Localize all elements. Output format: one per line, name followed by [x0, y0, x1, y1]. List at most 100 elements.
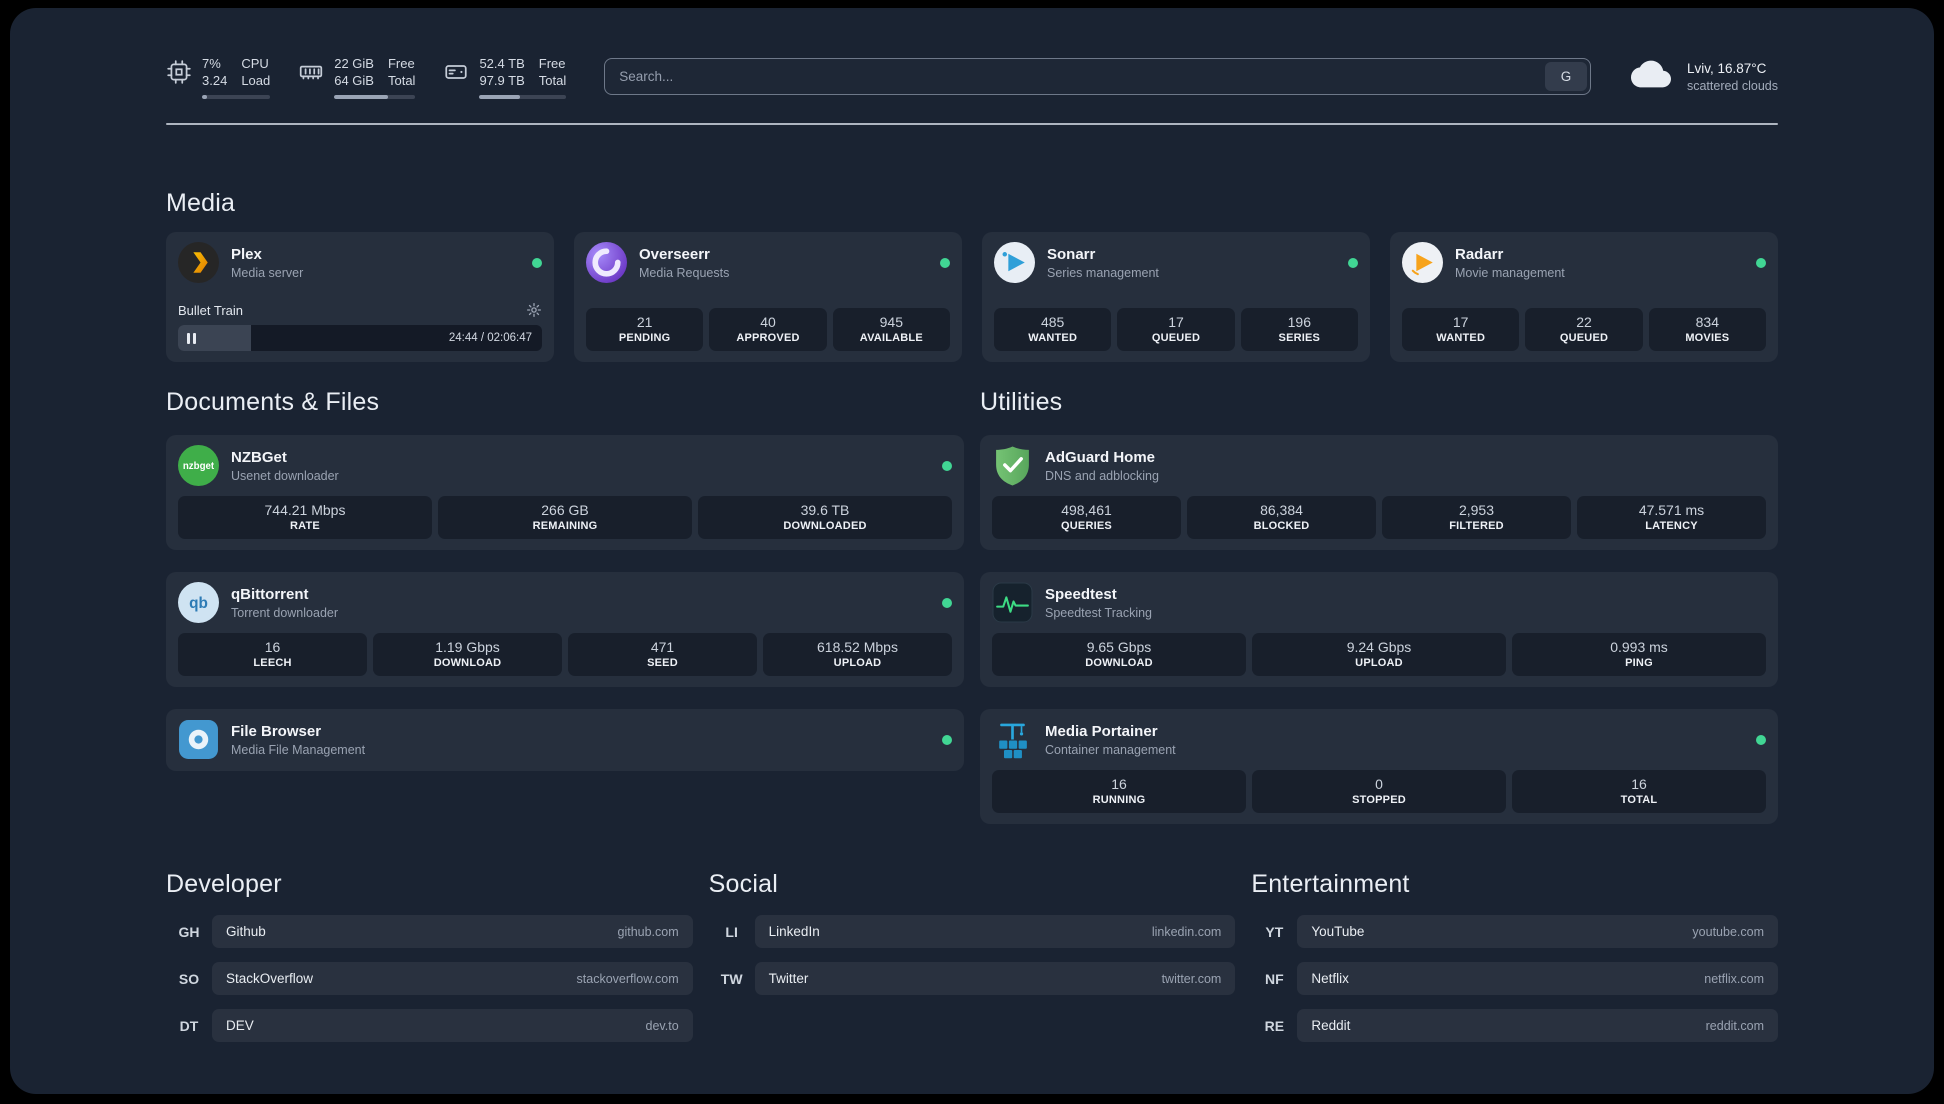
memory-icon [298, 59, 324, 85]
svg-text:qb: qb [189, 595, 208, 612]
bookmark-domain: github.com [617, 924, 679, 939]
bookmark-group-developer: Developer GH Github github.com SO [166, 870, 693, 1042]
search-input[interactable] [604, 58, 1591, 95]
stat-value: 9.65 Gbps [1086, 639, 1152, 655]
status-dot [1756, 257, 1766, 268]
bookmark-netflix[interactable]: NF Netflix netflix.com [1251, 962, 1778, 995]
stat-value: 485 [1040, 314, 1065, 330]
stat-tile: 9.24 Gbps UPLOAD [1252, 633, 1506, 676]
stat-value: 834 [1695, 314, 1719, 330]
search-provider-button[interactable]: G [1544, 62, 1587, 91]
bookmark-abbr: SO [178, 970, 200, 987]
stat-value: 471 [650, 639, 675, 655]
qbittorrent-icon: qb [178, 582, 219, 623]
bookmark-abbr: LI [725, 923, 738, 940]
service-link-filebrowser[interactable]: File Browser Media File Management [178, 719, 952, 760]
stat-tile: 17 QUEUED [1117, 308, 1235, 351]
header-divider [166, 123, 1778, 125]
section-utilities: Utilities [980, 388, 1778, 824]
status-dot [942, 597, 952, 608]
stat-label: UPLOAD [1355, 657, 1403, 669]
service-card-plex: Plex Media server Bullet Train [166, 232, 554, 362]
top-bar: 7% 3.24 CPU Load [166, 54, 1778, 99]
svg-text:nzbget: nzbget [183, 461, 215, 472]
stat-tile: 196 SERIES [1240, 308, 1358, 351]
section-title-media: Media [166, 189, 236, 217]
disk-progress-fill [479, 94, 521, 99]
stat-label: PENDING [618, 332, 671, 344]
status-dot [532, 257, 542, 268]
disk-value-free: 52.4 TB [479, 55, 525, 71]
service-link-speedtest[interactable]: Speedtest Speedtest Tracking [992, 582, 1766, 623]
pause-icon[interactable] [187, 332, 196, 344]
stat-value: 196 [1287, 314, 1311, 330]
bookmark-linkedin[interactable]: LI LinkedIn linkedin.com [709, 915, 1236, 948]
stat-tile: 16 LEECH [178, 633, 367, 676]
bookmark-github[interactable]: GH Github github.com [166, 915, 693, 948]
stat-value: 17 [1452, 314, 1469, 330]
bookmark-domain: dev.to [645, 1018, 679, 1033]
bookmark-name: Github [226, 924, 266, 939]
stat-value: 1.19 Gbps [435, 639, 500, 655]
service-link-portainer[interactable]: Media Portainer Container management [992, 719, 1766, 760]
weather-location: Lviv, 16.87°C [1686, 60, 1767, 76]
service-name: Radarr [1455, 245, 1504, 263]
stat-value: 945 [879, 314, 903, 330]
bookmark-stackoverflow[interactable]: SO StackOverflow stackoverflow.com [166, 962, 693, 995]
stat-label: MOVIES [1685, 332, 1730, 344]
service-card-nzbget: nzbget NZBGet Usenet downloader [166, 435, 964, 550]
service-name: Media Portainer [1045, 722, 1158, 740]
service-link-nzbget[interactable]: nzbget NZBGet Usenet downloader [178, 445, 952, 486]
stat-tile: 945 AVAILABLE [832, 308, 950, 351]
stat-tile: 16 TOTAL [1512, 770, 1766, 813]
bookmark-dev[interactable]: DT DEV dev.to [166, 1009, 693, 1042]
stat-label: TOTAL [1620, 794, 1658, 806]
stat-tile: 2,953 FILTERED [1382, 496, 1571, 539]
service-desc: Media Requests [639, 265, 730, 280]
stat-label: SERIES [1278, 332, 1321, 344]
stat-label: APPROVED [736, 332, 800, 344]
service-desc: Media server [231, 265, 304, 280]
disk-progress-bar [479, 94, 567, 99]
bookmark-name: Netflix [1311, 971, 1349, 986]
stat-label: PING [1625, 657, 1653, 669]
stat-value: 498,461 [1061, 502, 1112, 518]
bookmark-reddit[interactable]: RE Reddit reddit.com [1251, 1009, 1778, 1042]
bookmark-domain: reddit.com [1705, 1018, 1764, 1033]
stat-label: RATE [290, 520, 320, 532]
memory-resource-widget: 22 GiB 64 GiB Free Total [298, 55, 416, 99]
service-link-radarr[interactable]: Radarr Movie management [1402, 242, 1766, 283]
section-title-entertainment: Entertainment [1251, 870, 1410, 898]
service-desc: DNS and adblocking [1045, 468, 1159, 483]
stat-label: LATENCY [1645, 520, 1698, 532]
bookmark-pill: Netflix netflix.com [1297, 962, 1778, 995]
bookmark-domain: linkedin.com [1151, 924, 1222, 939]
playback-progress-bar[interactable]: 24:44 / 02:06:47 [178, 325, 542, 351]
service-stats: 16 LEECH 1.19 Gbps DOWNLOAD 471 SEED [178, 633, 952, 676]
bookmark-youtube[interactable]: YT YouTube youtube.com [1251, 915, 1778, 948]
memory-label-1: Free [387, 55, 415, 71]
stat-tile: 21 PENDING [586, 308, 704, 351]
service-link-plex[interactable]: Plex Media server [178, 242, 542, 283]
bookmark-twitter[interactable]: TW Twitter twitter.com [709, 962, 1236, 995]
gear-icon[interactable] [526, 302, 542, 318]
nzbget-icon: nzbget [178, 445, 219, 486]
bookmark-pill: Github github.com [212, 915, 693, 948]
playback-progress-fill [178, 325, 251, 351]
stat-tile: 1.19 Gbps DOWNLOAD [373, 633, 562, 676]
weather-widget: Lviv, 16.87°C scattered clouds [1627, 54, 1778, 99]
stat-label: QUEUED [1151, 332, 1201, 344]
service-desc: Speedtest Tracking [1045, 605, 1153, 620]
sonarr-icon [994, 242, 1035, 283]
service-link-overseerr[interactable]: Overseerr Media Requests [586, 242, 950, 283]
service-link-adguard[interactable]: AdGuard Home DNS and adblocking [992, 445, 1766, 486]
stat-label: WANTED [1436, 332, 1486, 344]
service-stats: 498,461 QUERIES 86,384 BLOCKED 2,953 FIL… [992, 496, 1766, 539]
service-link-sonarr[interactable]: Sonarr Series management [994, 242, 1358, 283]
weather-condition: scattered clouds [1686, 78, 1778, 93]
bookmark-name: DEV [226, 1018, 254, 1033]
bookmark-name: YouTube [1311, 924, 1365, 939]
service-link-qbittorrent[interactable]: qb qBittorrent Torrent downloader [178, 582, 952, 623]
bookmark-abbr: NF [1264, 970, 1284, 987]
